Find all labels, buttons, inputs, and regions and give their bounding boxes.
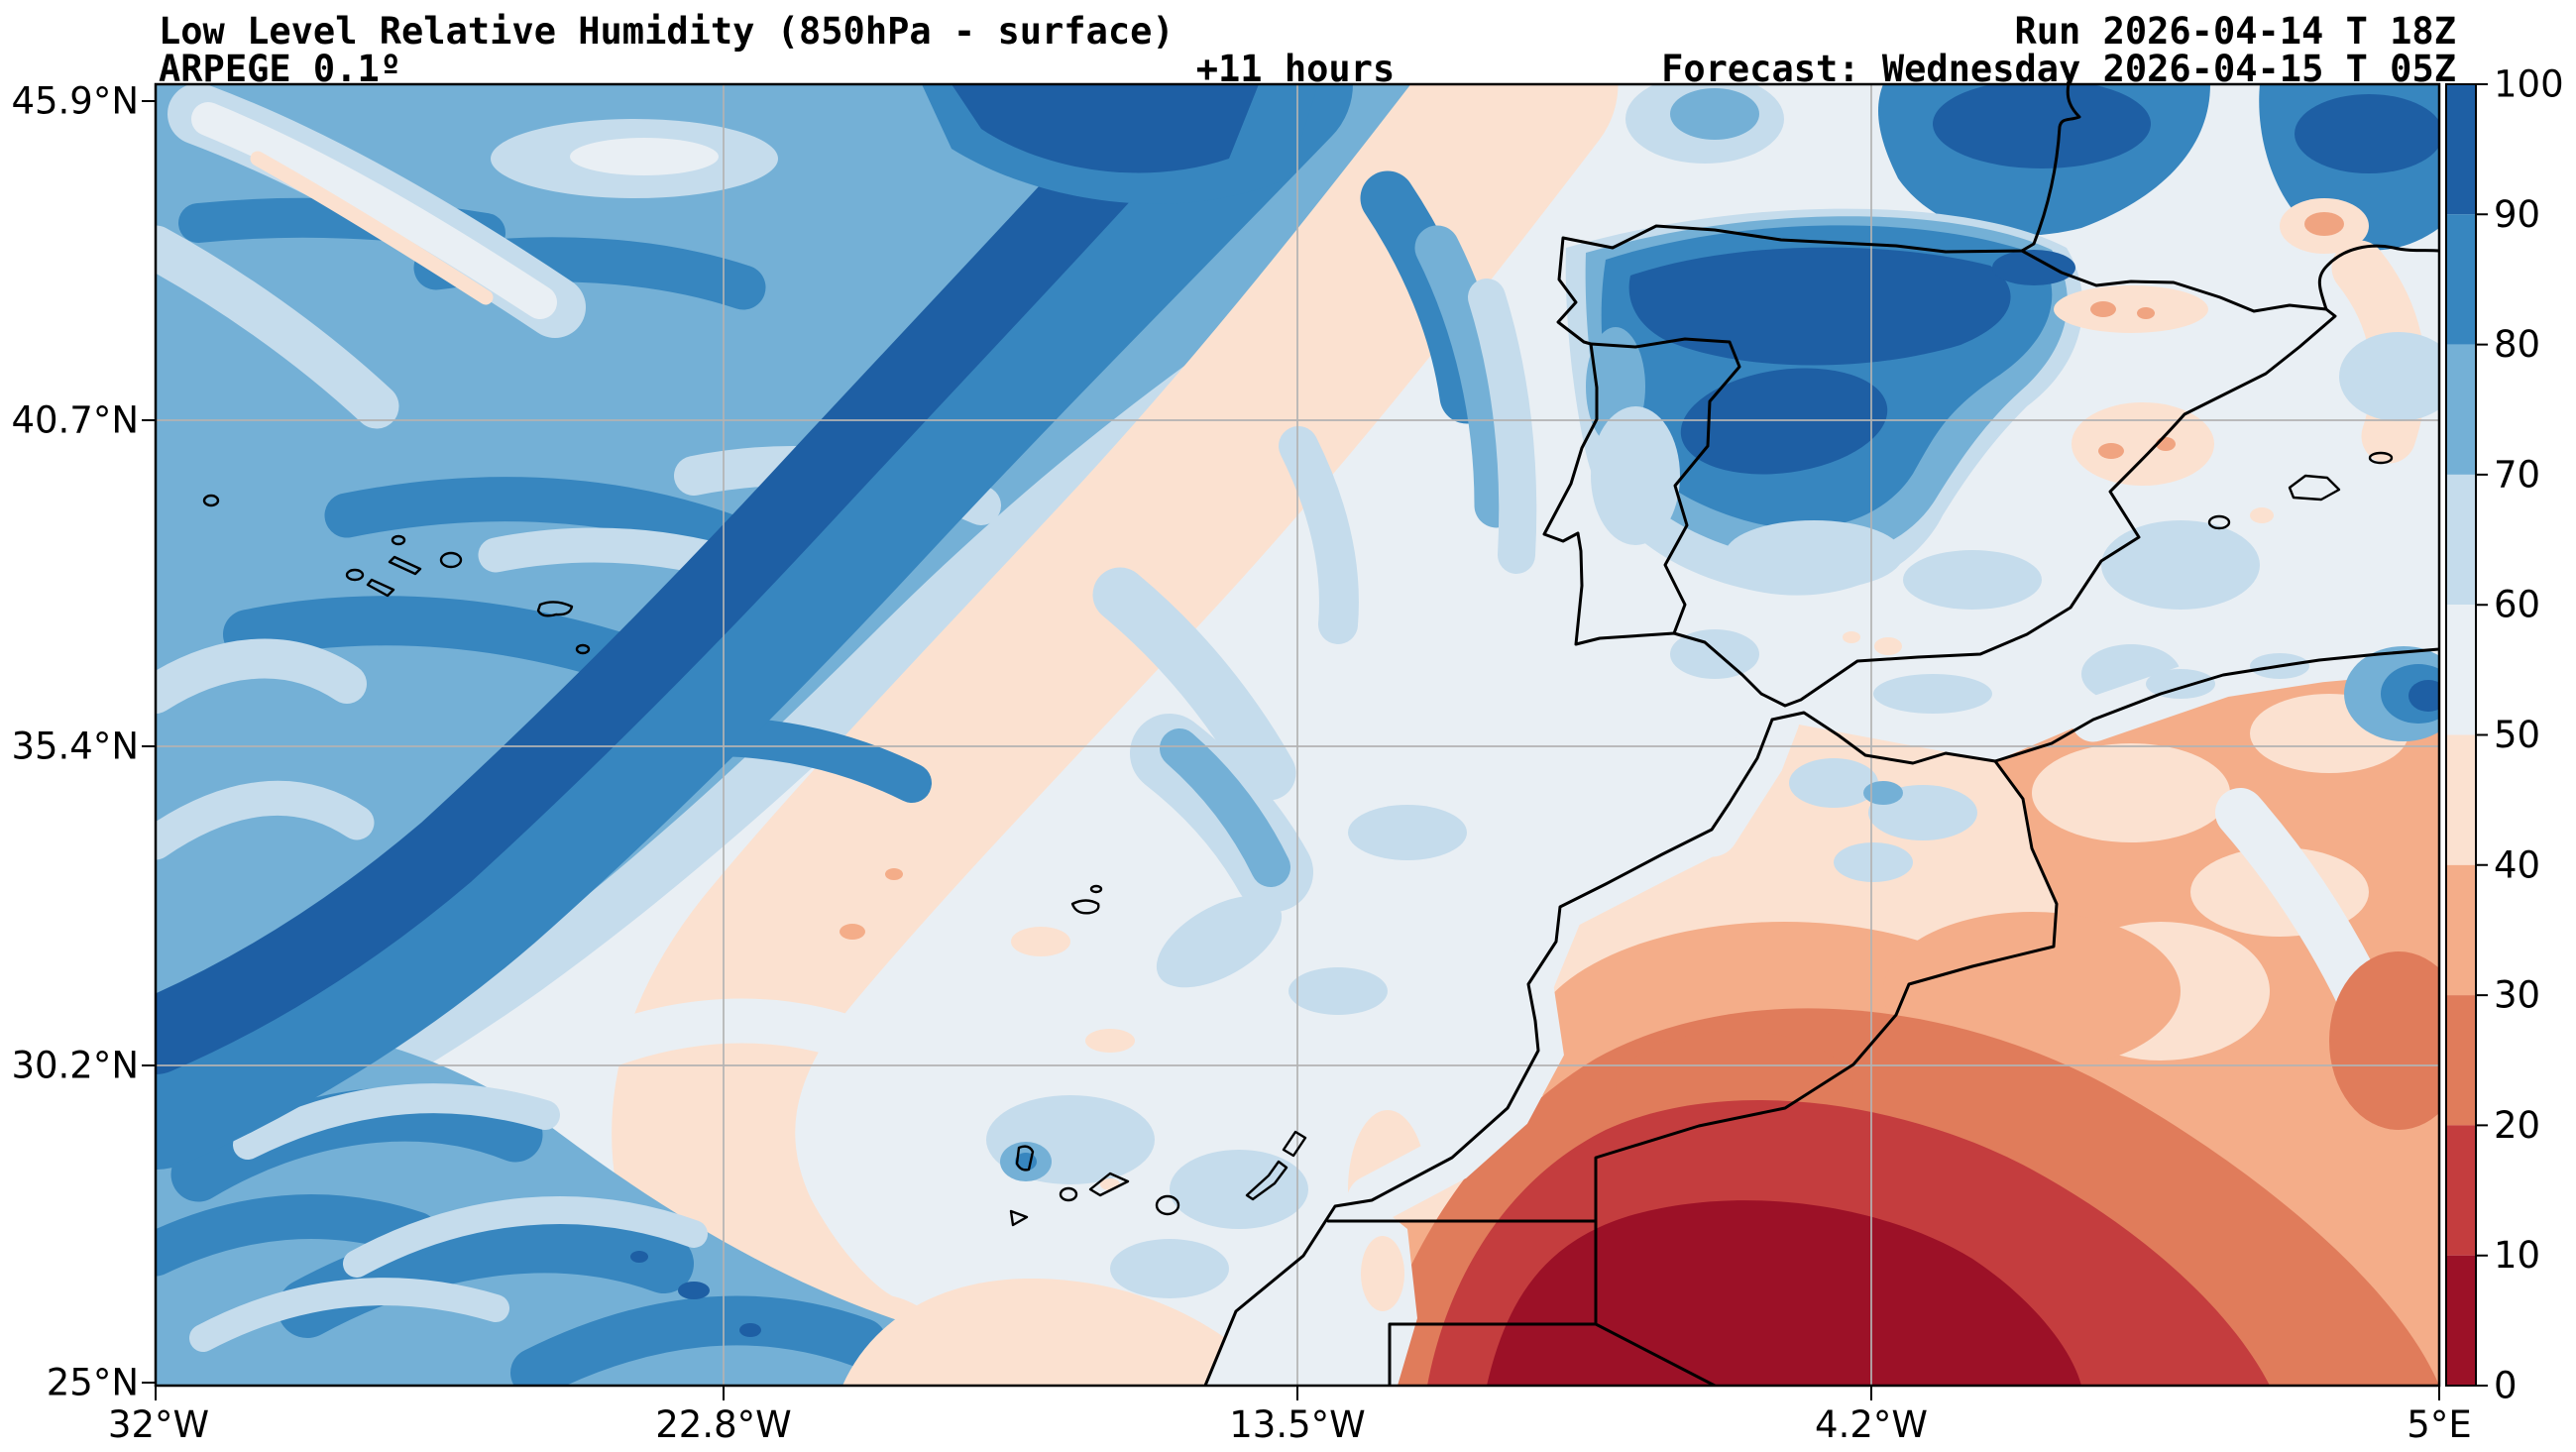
- lat-tick-label: 25°N: [47, 1362, 139, 1404]
- balearic-islands: [2207, 451, 2394, 530]
- lat-tick-label: 30.2°N: [11, 1045, 139, 1087]
- north-africa-med-coast: [1770, 647, 2439, 765]
- morocco-atlantic-coast: [1203, 718, 1774, 1386]
- colorbar-tick-label: 70: [2494, 453, 2540, 496]
- lon-tick-label: 13.5°W: [1229, 1403, 1365, 1446]
- colorbar-ticks: [2476, 83, 2488, 1387]
- lon-tick-label: 32°W: [108, 1403, 209, 1446]
- colorbar-tick-label: 40: [2494, 843, 2540, 886]
- contour-field: [156, 84, 2439, 1386]
- figure-header: Low Level Relative Humidity (850hPa - su…: [159, 10, 2456, 90]
- colorbar-tick-label: 30: [2494, 974, 2540, 1017]
- western-sahara-borders: [1326, 1219, 1717, 1386]
- lat-tick-label: 40.7°N: [11, 399, 139, 442]
- colorbar-labels: 100 90 80 70 60 50 40 30 20 10 0: [2494, 63, 2564, 1407]
- lat-tick-label: 45.9°N: [11, 80, 139, 123]
- spain-france-border: [2020, 249, 2328, 313]
- madeira-islands: [1070, 884, 1103, 915]
- colorbar-tick-label: 80: [2494, 323, 2540, 366]
- map-frame: [142, 82, 2441, 1400]
- colorbar-tick-label: 100: [2494, 63, 2564, 106]
- colorbar-tick-label: 90: [2494, 193, 2540, 236]
- colorbar-tick-label: 60: [2494, 584, 2540, 626]
- coastlines-borders: [202, 84, 2439, 1386]
- lat-tick-label: 35.4°N: [11, 726, 139, 768]
- page-title: Low Level Relative Humidity (850hPa - su…: [159, 10, 1175, 53]
- canary-islands: [1009, 1130, 1307, 1227]
- lon-tick-label: 5°E: [2407, 1403, 2471, 1446]
- colorbar: 100 90 80 70 60 50 40 30 20 10 0: [2445, 63, 2564, 1407]
- colorbar-tick-label: 10: [2494, 1234, 2540, 1277]
- lon-tick-label: 4.2°W: [1815, 1403, 1928, 1446]
- colorbar-tick-label: 0: [2494, 1365, 2518, 1407]
- lon-tick-label: 22.8°W: [655, 1403, 791, 1446]
- colorbar-tick-label: 50: [2494, 714, 2540, 756]
- iberia-france-coastline: [1542, 84, 2439, 708]
- colorbar-tick-label: 20: [2494, 1104, 2540, 1147]
- x-axis-ticks: [155, 1386, 2440, 1400]
- y-axis-ticks: [142, 100, 156, 1384]
- graticule: [156, 84, 2439, 1386]
- morocco-algeria-border: [1594, 759, 2059, 1223]
- azores-islands: [202, 494, 591, 655]
- run-label: Run 2026-04-14 T 18Z: [2014, 10, 2456, 53]
- y-axis-labels: 45.9°N 40.7°N 35.4°N 30.2°N 25°N: [11, 80, 139, 1404]
- portugal-spain-border: [1589, 337, 1741, 635]
- x-axis-labels: 32°W 22.8°W 13.5°W 4.2°W 5°E: [108, 1403, 2472, 1446]
